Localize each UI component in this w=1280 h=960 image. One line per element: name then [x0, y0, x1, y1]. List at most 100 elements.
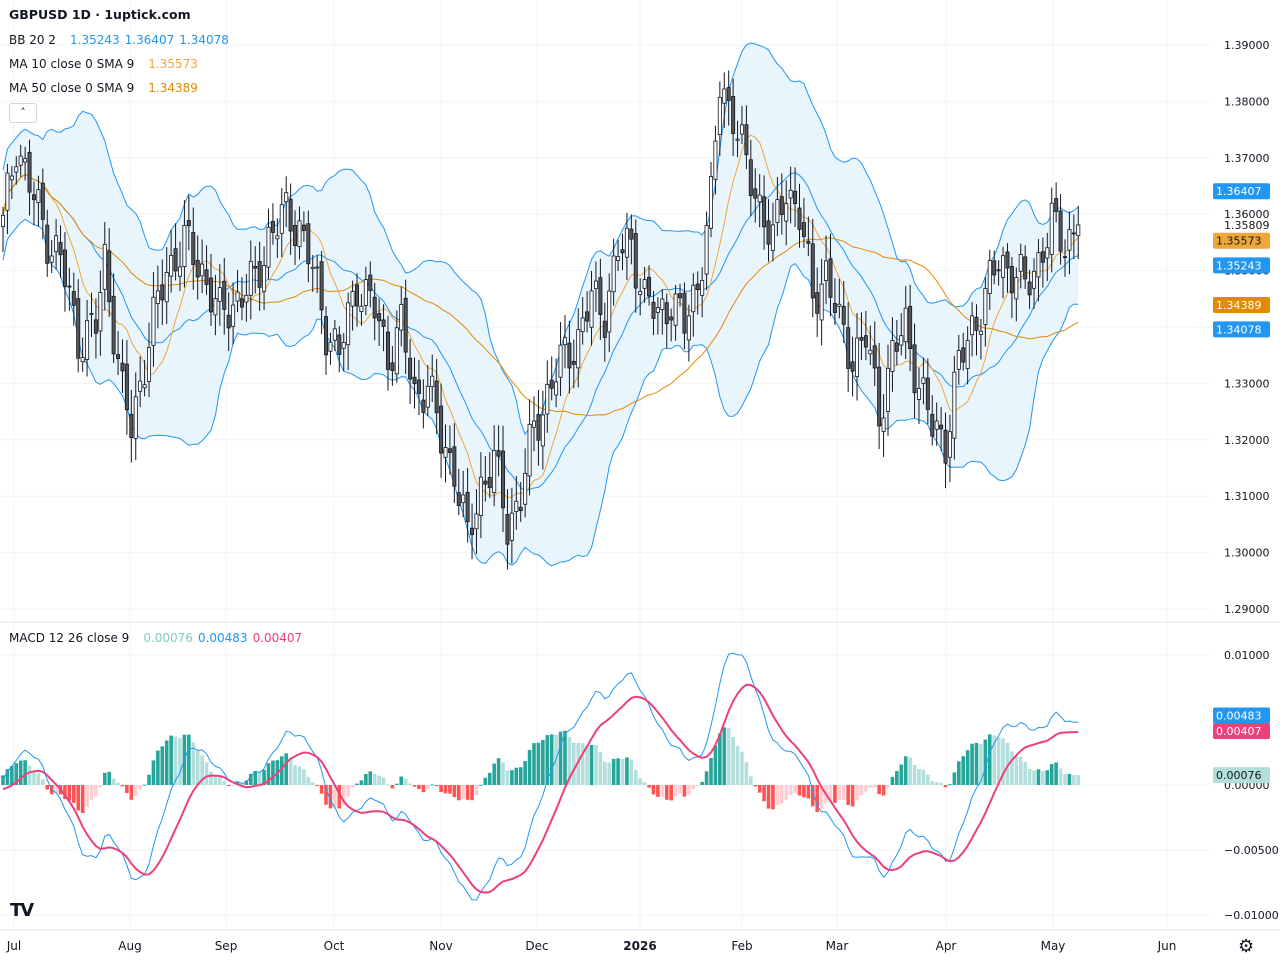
macd-hist-bar — [465, 785, 470, 800]
time-tick-label: Sep — [215, 939, 238, 953]
macd-hist-bar — [788, 785, 793, 796]
candle-body — [1023, 256, 1028, 280]
candle-body — [496, 450, 501, 457]
macd-hist-bar — [607, 762, 612, 785]
candle-body — [532, 420, 537, 428]
tradingview-logo[interactable]: TV — [10, 900, 34, 921]
candle-body — [381, 319, 386, 327]
macd-hist-bar — [558, 731, 563, 785]
candle-body — [669, 316, 674, 321]
candle-body — [925, 377, 930, 410]
candle-body — [1001, 255, 1006, 278]
macd-hist-bar — [908, 757, 912, 785]
candle — [147, 322, 152, 398]
candle-body — [208, 277, 213, 313]
candle — [713, 125, 718, 195]
candle-body — [841, 305, 846, 325]
candle — [138, 356, 143, 408]
candle — [585, 291, 590, 333]
macd-hist-bar — [810, 785, 815, 807]
macd-hist-bar — [961, 756, 966, 785]
candle — [815, 267, 820, 338]
candle — [408, 339, 413, 405]
candle-body — [943, 429, 948, 464]
macd-hist-bar — [94, 785, 98, 797]
gear-icon[interactable]: ⚙ — [1238, 936, 1255, 957]
price-tick-label: 1.36000 — [1224, 208, 1270, 221]
candle-body — [434, 380, 439, 414]
candle-body — [992, 260, 997, 276]
macd-hist-bar — [470, 785, 474, 801]
badge-bb-mid-text: 1.35243 — [1216, 259, 1262, 272]
macd-hist-bar — [1067, 773, 1072, 785]
candle — [739, 105, 744, 144]
candle-body — [173, 248, 178, 272]
macd-hist-bar — [1049, 764, 1054, 785]
badge-ma10-bg — [1213, 232, 1270, 249]
candle — [324, 306, 329, 375]
candle-body — [664, 302, 669, 325]
macd-hist-bar — [27, 765, 32, 785]
candle-body — [394, 327, 399, 375]
candle-body — [846, 327, 851, 369]
candle-body — [562, 337, 567, 346]
candle — [810, 218, 815, 318]
candle-body — [492, 450, 497, 493]
macd-hist-bar — [527, 749, 532, 785]
candle-body — [717, 96, 722, 135]
candle-body — [1071, 232, 1076, 235]
candle-body — [1045, 247, 1050, 259]
candle-body — [832, 303, 837, 313]
candle-body — [536, 414, 541, 441]
candle-body — [886, 367, 891, 412]
candle-body — [651, 301, 656, 319]
candle — [664, 293, 669, 349]
macd-hist-bar — [642, 782, 647, 785]
candle — [868, 325, 873, 365]
candle — [709, 161, 714, 238]
time-tick-label: 2026 — [623, 939, 656, 953]
candle-body — [859, 337, 864, 341]
candle-body — [226, 314, 231, 329]
collapse-legend-button[interactable]: ˄ — [9, 103, 37, 123]
candle — [806, 216, 811, 257]
candle-body — [571, 360, 576, 365]
candle — [877, 342, 882, 450]
candle — [886, 344, 891, 436]
candle-body — [744, 124, 749, 156]
macd-hist-bar — [191, 742, 196, 785]
candle — [580, 296, 585, 345]
macd-hist-bar — [877, 785, 881, 795]
candle-body — [810, 243, 815, 299]
candle — [616, 239, 621, 272]
macd-hist-bar — [293, 765, 297, 785]
candle — [970, 302, 975, 357]
macd-hist-bar — [793, 785, 797, 794]
macd-hist-bar — [987, 734, 992, 785]
price-tick-label: 1.31000 — [1224, 490, 1270, 503]
macd-hist-bar — [350, 785, 355, 788]
candle-body — [89, 313, 94, 315]
candle — [593, 261, 598, 312]
candle — [947, 414, 952, 483]
candle — [540, 390, 545, 470]
candle-body — [310, 266, 315, 269]
candle-body — [1040, 251, 1045, 263]
macd-hist-bar — [337, 785, 342, 809]
candle — [678, 283, 683, 307]
candle — [629, 214, 634, 265]
candle — [638, 278, 643, 316]
macd-hist-bar — [868, 785, 873, 789]
candle — [682, 282, 687, 350]
candle-body — [965, 340, 970, 369]
candle-body — [120, 362, 125, 372]
candle — [571, 339, 576, 389]
candle-body — [319, 261, 324, 311]
macd-hist-bar — [616, 758, 620, 785]
candle-body — [461, 494, 466, 504]
macd-hist-bar — [979, 743, 983, 785]
candle — [819, 258, 824, 346]
candle-body — [111, 295, 116, 355]
candle — [434, 358, 439, 435]
